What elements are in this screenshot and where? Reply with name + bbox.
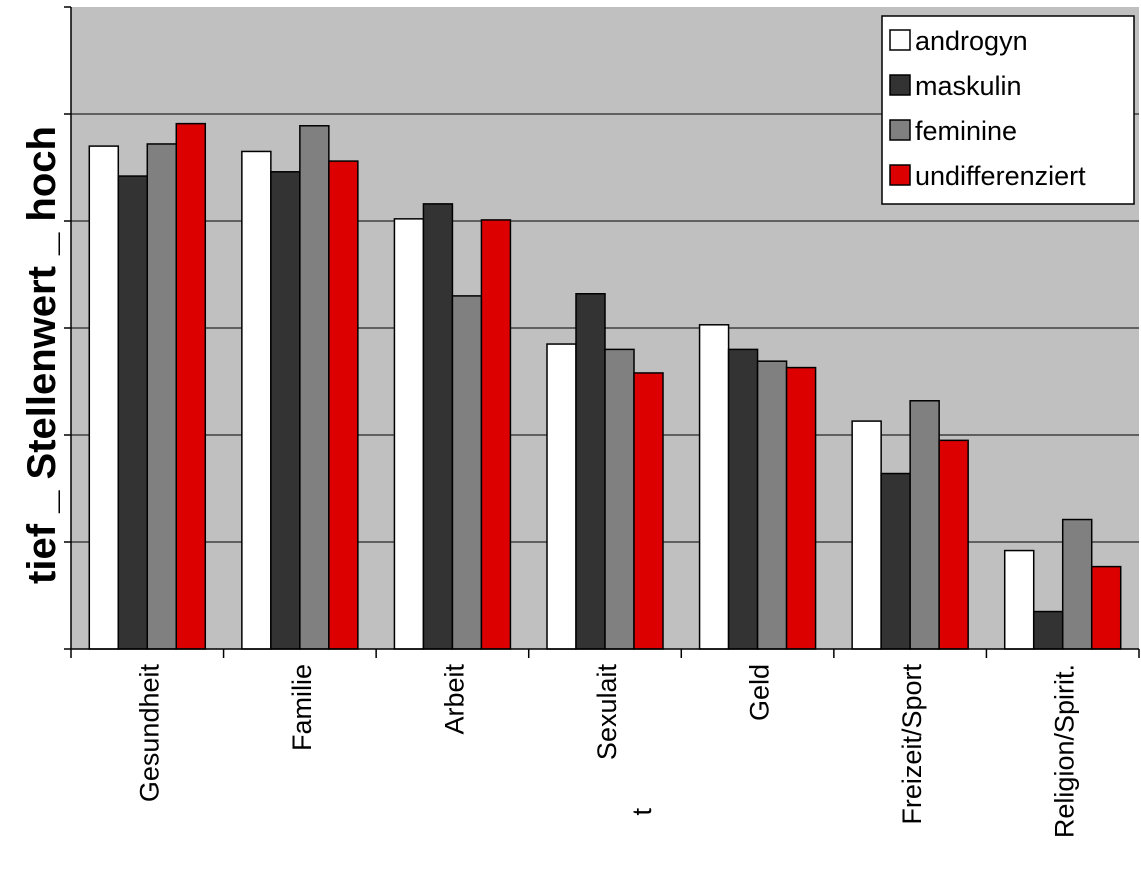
legend-swatch <box>889 119 911 141</box>
bar-feminine-6 <box>909 400 940 650</box>
legend-swatch <box>889 29 911 51</box>
x-tick-label: Arbeit <box>439 664 469 735</box>
x-tick-label-extra: t <box>627 808 657 816</box>
legend-label: androgyn <box>915 26 1028 56</box>
x-tick-labels: Gesundheit Familie Arbeit Sexulait Geld Freiz… <box>134 664 1079 839</box>
bar-androgyn-7 <box>1003 549 1035 650</box>
bars <box>88 122 1122 650</box>
bar-maskulin-5 <box>727 348 759 650</box>
bar-feminine-7 <box>1061 518 1093 650</box>
bar-undifferenziert-6 <box>938 439 969 650</box>
bar-feminine-1 <box>146 143 178 650</box>
bar-maskulin-4 <box>575 293 606 650</box>
y-ticks <box>64 6 71 650</box>
bar-undifferenziert-3 <box>480 219 512 650</box>
x-ticks <box>70 649 1140 658</box>
x-tick-label: Familie <box>287 664 317 751</box>
bar-androgyn-3 <box>393 218 425 650</box>
bar-maskulin-6 <box>880 472 911 650</box>
bar-undifferenziert-4 <box>633 372 664 650</box>
x-tick-label: Geld <box>745 664 775 721</box>
bar-maskulin-2 <box>270 171 301 650</box>
x-tick-label: Sexulait <box>592 664 622 761</box>
bar-undifferenziert-2 <box>328 160 359 650</box>
bar-maskulin-1 <box>117 175 149 650</box>
bar-androgyn-5 <box>698 324 730 650</box>
bar-maskulin-3 <box>422 203 454 650</box>
legend: androgyn maskulin feminine undifferenziert <box>881 15 1135 205</box>
y-axis-title: tief _ Stellenwert _ hoch <box>20 126 64 584</box>
bar-feminine-2 <box>299 125 330 650</box>
bar-androgyn-4 <box>546 343 577 650</box>
x-tick-label: Freizeit/Sport <box>897 664 927 825</box>
legend-label: undifferenziert <box>915 161 1086 191</box>
x-tick-label: Religion/Spirit. <box>1050 664 1080 838</box>
legend-label: feminine <box>915 116 1017 146</box>
bar-undifferenziert-5 <box>785 366 817 650</box>
legend-swatch <box>889 74 911 96</box>
legend-label: maskulin <box>915 71 1022 101</box>
bar-androgyn-6 <box>851 420 882 650</box>
bar-feminine-5 <box>756 360 788 650</box>
bar-feminine-3 <box>451 295 483 650</box>
bar-maskulin-7 <box>1032 610 1064 650</box>
bar-androgyn-1 <box>88 145 120 650</box>
x-tick-label: Gesundheit <box>134 664 164 803</box>
bar-undifferenziert-1 <box>175 122 207 650</box>
legend-box <box>881 15 1135 205</box>
bar-androgyn-2 <box>241 150 272 650</box>
bar-feminine-4 <box>604 348 635 650</box>
bar-undifferenziert-7 <box>1090 565 1122 650</box>
legend-swatch <box>889 164 911 186</box>
